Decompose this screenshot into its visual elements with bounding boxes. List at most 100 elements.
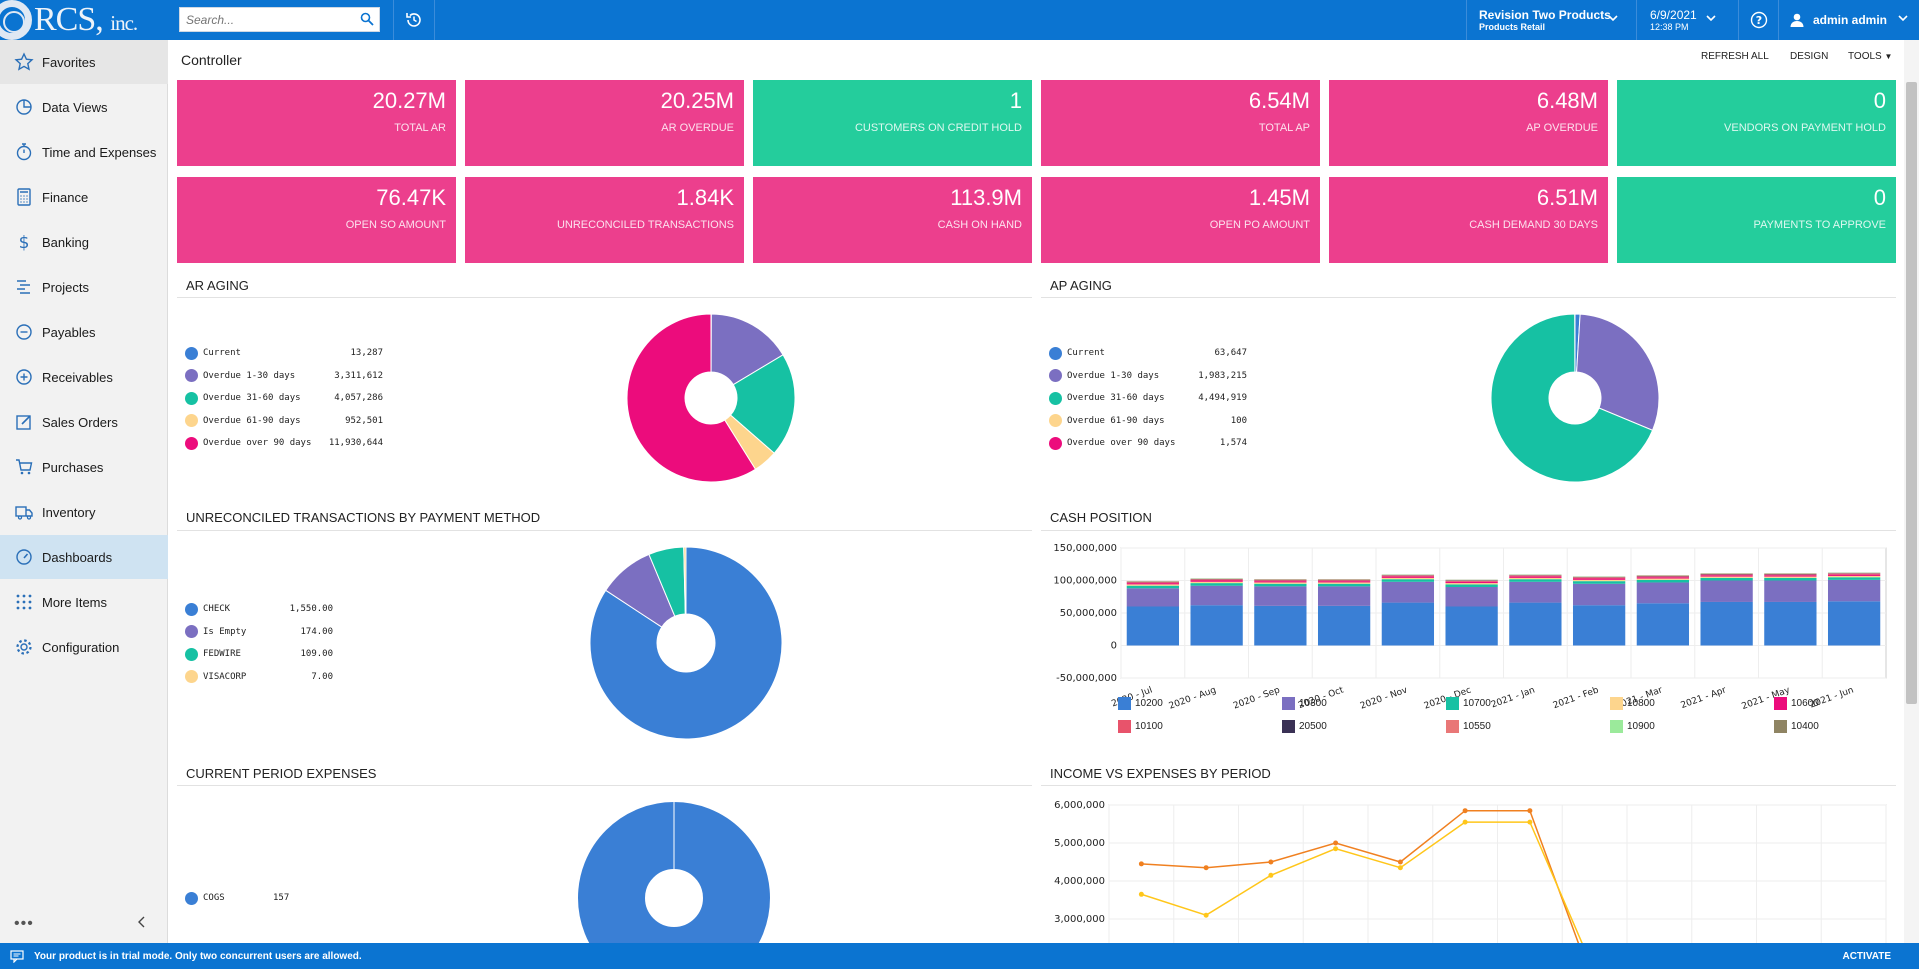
bar-segment-10300[interactable] xyxy=(1509,581,1562,603)
legend-item[interactable]: CHECK 1,550.00 xyxy=(185,598,333,621)
legend-item[interactable]: 10800 xyxy=(1610,697,1750,710)
legend-item[interactable]: 10550 xyxy=(1446,720,1586,733)
bar-segment-10600[interactable] xyxy=(1509,576,1562,578)
kpi-tile-customers-credit-hold[interactable]: 1 CUSTOMERS ON CREDIT HOLD xyxy=(753,80,1032,166)
series-line-0[interactable] xyxy=(1141,809,1724,943)
bar-segment-10600[interactable] xyxy=(1254,581,1307,583)
legend-item[interactable]: 10100 xyxy=(1118,720,1258,733)
scrollbar-thumb[interactable] xyxy=(1906,82,1917,704)
bar-segment-10600[interactable] xyxy=(1445,581,1498,584)
refresh-all-button[interactable]: REFRESH ALL xyxy=(1701,51,1769,62)
legend-item[interactable]: 10200 xyxy=(1118,697,1258,710)
bar-segment-10800[interactable] xyxy=(1126,584,1180,586)
company-logo[interactable]: RCS, inc. xyxy=(0,0,168,40)
bar-segment-10100[interactable] xyxy=(1190,579,1243,581)
bar-segment-10300[interactable] xyxy=(1126,588,1180,607)
bar-segment-10300[interactable] xyxy=(1700,580,1753,602)
sidebar-item-inventory[interactable]: Inventory xyxy=(0,490,168,534)
series-line-1[interactable] xyxy=(1141,821,1724,943)
legend-item[interactable]: VISACORP 7.00 xyxy=(185,666,333,689)
data-point[interactable] xyxy=(1462,819,1468,825)
legend-item[interactable]: 10700 xyxy=(1446,697,1586,710)
legend-item[interactable]: Overdue 1-30 days 1,983,215 xyxy=(1049,365,1247,388)
date-selector[interactable]: 6/9/2021 12:38 PM xyxy=(1636,0,1716,40)
bar-segment-10300[interactable] xyxy=(1827,579,1881,602)
legend-item[interactable]: 10600 xyxy=(1774,697,1914,710)
bar-segment-10300[interactable] xyxy=(1636,582,1690,604)
data-point[interactable] xyxy=(1333,846,1339,852)
bar-segment-10100[interactable] xyxy=(1509,575,1562,577)
bar-segment-10100[interactable] xyxy=(1572,577,1626,579)
bar-segment-10700[interactable] xyxy=(1572,581,1626,584)
bar-segment-10100[interactable] xyxy=(1764,574,1817,576)
sidebar-item-finance[interactable]: Finance xyxy=(0,175,168,219)
bar-segment-10300[interactable] xyxy=(1572,583,1626,606)
bar-segment-10800[interactable] xyxy=(1764,576,1817,578)
bar-segment-10800[interactable] xyxy=(1700,576,1753,578)
legend-item[interactable]: Current 13,287 xyxy=(185,342,383,365)
bar-segment-10200[interactable] xyxy=(1190,605,1243,646)
data-point[interactable] xyxy=(1138,891,1144,897)
bar-segment-10200[interactable] xyxy=(1254,605,1307,646)
bar-segment-10700[interactable] xyxy=(1381,579,1435,582)
data-point[interactable] xyxy=(1397,865,1403,871)
bar-segment-10200[interactable] xyxy=(1317,605,1371,646)
kpi-tile-total-ap[interactable]: 6.54M TOTAL AP xyxy=(1041,80,1320,166)
bar-segment-10700[interactable] xyxy=(1317,583,1371,587)
legend-item[interactable]: Overdue 31-60 days 4,057,286 xyxy=(185,387,383,410)
bar-segment-10700[interactable] xyxy=(1509,579,1562,582)
data-point[interactable] xyxy=(1527,808,1533,814)
data-point[interactable] xyxy=(1333,840,1339,846)
sidebar-item-sales-orders[interactable]: Sales Orders xyxy=(0,400,168,444)
legend-item[interactable]: Is Empty 174.00 xyxy=(185,621,333,644)
legend-item[interactable]: 10900 xyxy=(1610,720,1750,733)
data-point[interactable] xyxy=(1203,912,1209,918)
legend-item[interactable]: 10400 xyxy=(1774,720,1914,733)
bar-segment-10800[interactable] xyxy=(1317,582,1371,584)
bar-segment-10100[interactable] xyxy=(1126,582,1180,584)
sidebar-item-banking[interactable]: $ Banking xyxy=(0,220,168,264)
data-point[interactable] xyxy=(1268,872,1274,878)
user-menu[interactable]: admin admin xyxy=(1778,0,1918,40)
sidebar-item-payables[interactable]: Payables xyxy=(0,310,168,354)
bar-segment-10800[interactable] xyxy=(1509,577,1562,580)
data-point[interactable] xyxy=(1268,859,1274,865)
sidebar-more-button[interactable]: ••• xyxy=(14,915,34,932)
sidebar-item-data-views[interactable]: Data Views xyxy=(0,85,168,129)
sidebar-item-favorites[interactable]: Favorites xyxy=(0,40,168,84)
bar-segment-10100[interactable] xyxy=(1254,580,1307,582)
bar-segment-10600[interactable] xyxy=(1381,576,1435,578)
bar-segment-10200[interactable] xyxy=(1381,602,1435,646)
bar-segment-10800[interactable] xyxy=(1827,575,1881,578)
legend-item[interactable]: 10300 xyxy=(1282,697,1422,710)
bar-segment-10600[interactable] xyxy=(1190,580,1243,582)
legend-item[interactable]: Overdue 31-60 days 4,494,919 xyxy=(1049,387,1247,410)
tenant-selector[interactable]: Revision Two Products Products Retail xyxy=(1466,0,1630,40)
data-point[interactable] xyxy=(1397,859,1403,865)
sidebar-item-time-and-expenses[interactable]: Time and Expenses xyxy=(0,130,168,174)
bar-segment-10800[interactable] xyxy=(1572,579,1626,582)
bar-segment-10100[interactable] xyxy=(1381,575,1435,577)
legend-item[interactable]: Overdue 61-90 days 100 xyxy=(1049,410,1247,433)
bar-segment-10100[interactable] xyxy=(1700,574,1753,576)
sidebar-item-more-items[interactable]: More Items xyxy=(0,580,168,624)
bar-segment-10200[interactable] xyxy=(1827,601,1881,646)
legend-item[interactable]: COGS 157 xyxy=(185,887,303,910)
bar-segment-10200[interactable] xyxy=(1572,605,1626,646)
kpi-tile-open-po-amount[interactable]: 1.45M OPEN PO AMOUNT xyxy=(1041,177,1320,263)
tools-button[interactable]: TOOLS ▼ xyxy=(1848,51,1892,62)
legend-item[interactable]: 20500 xyxy=(1282,720,1422,733)
bar-segment-10300[interactable] xyxy=(1381,581,1435,603)
bar-segment-10700[interactable] xyxy=(1445,584,1498,587)
help-button[interactable]: ? xyxy=(1738,0,1778,40)
pie-slice-cogs[interactable] xyxy=(578,802,770,943)
bar-segment-10100[interactable] xyxy=(1445,580,1498,582)
bar-segment-10600[interactable] xyxy=(1317,581,1371,583)
legend-item[interactable]: Overdue over 90 days 11,930,644 xyxy=(185,432,383,455)
pie-slice-visacorp[interactable] xyxy=(683,546,687,615)
pie-slice-overdue-1-30-days[interactable] xyxy=(1576,313,1660,431)
legend-item[interactable]: Overdue 1-30 days 3,311,612 xyxy=(185,365,383,388)
bar-segment-10300[interactable] xyxy=(1445,587,1498,607)
bar-segment-10600[interactable] xyxy=(1126,583,1180,585)
bar-segment-10700[interactable] xyxy=(1190,583,1243,586)
